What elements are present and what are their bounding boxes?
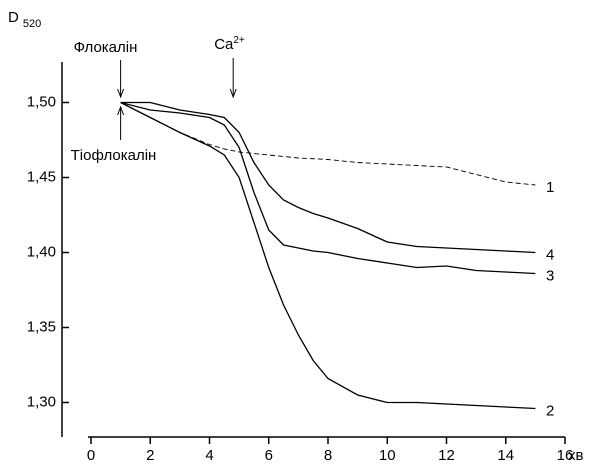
x-tick-label: 0 <box>87 447 95 464</box>
x-tick-label: 2 <box>146 447 154 464</box>
arrow-head <box>229 88 237 99</box>
y-tick-label: 1,40 <box>27 243 56 260</box>
series-line <box>120 101 536 275</box>
x-tick-label: 6 <box>265 447 273 464</box>
series-line <box>120 102 536 186</box>
y-tick-label: 1,50 <box>27 93 56 110</box>
x-axis-label: хв <box>568 447 584 464</box>
y-tick-label: 1,30 <box>27 393 56 410</box>
arrow-head <box>117 88 125 99</box>
annotation: Флокалін <box>74 39 138 56</box>
annotation-text: Ca <box>214 36 234 53</box>
annotation: Ca2+ <box>214 35 245 53</box>
x-tick-label: 4 <box>205 447 213 464</box>
series-line <box>120 101 536 410</box>
x-tick-label: 10 <box>379 447 396 464</box>
series-label: 2 <box>546 402 554 419</box>
y-label-subscript: 520 <box>23 18 41 30</box>
y-tick-label: 1,45 <box>27 168 56 185</box>
series-line <box>120 101 536 254</box>
x-tick-label: 14 <box>497 447 514 464</box>
arrow-head <box>117 105 125 116</box>
x-tick-label: 12 <box>438 447 455 464</box>
y-tick-label: 1,35 <box>27 318 56 335</box>
x-tick-label: 8 <box>324 447 332 464</box>
y-axis-label: D 520 <box>8 9 41 30</box>
series-label: 1 <box>546 179 554 196</box>
y-label-main: D <box>8 9 19 26</box>
annotation-superscript: 2+ <box>233 35 245 46</box>
annotation: Тіофлокалін <box>71 147 157 164</box>
series-label: 3 <box>546 267 554 284</box>
x-tick-label: 16 <box>557 447 574 464</box>
series-label: 4 <box>546 246 554 263</box>
